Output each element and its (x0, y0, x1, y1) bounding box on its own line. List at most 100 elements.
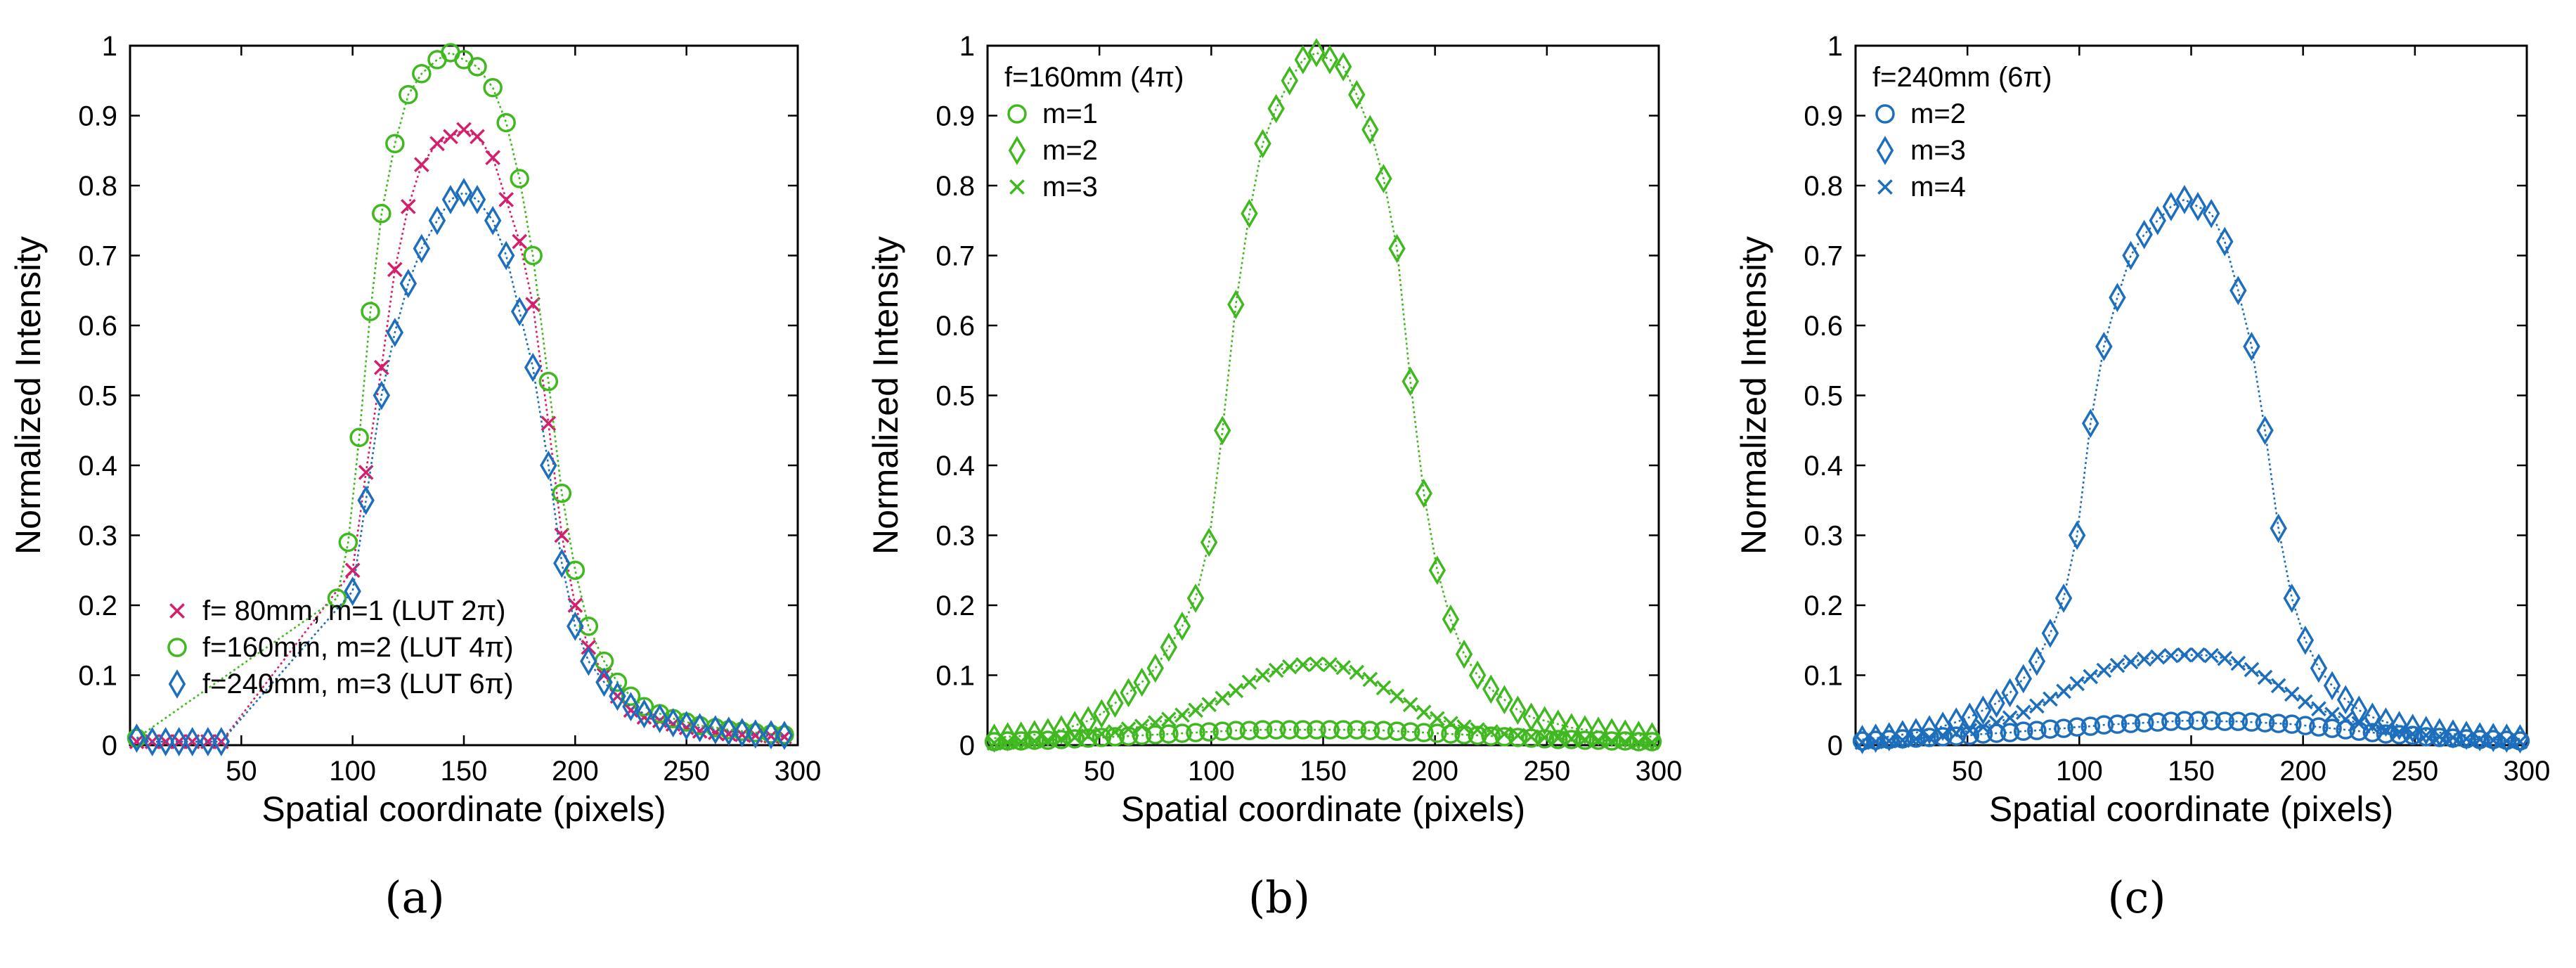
data-point (1293, 720, 1313, 740)
y-tick-label: 1 (959, 31, 975, 62)
data-point (157, 727, 174, 756)
data-point (1483, 724, 1499, 740)
legend-entry: m=3 (1042, 172, 1098, 202)
data-point (2175, 185, 2194, 214)
data-point (2217, 650, 2233, 666)
data-point (2080, 716, 2100, 736)
data-point (2296, 625, 2315, 655)
data-point (1361, 115, 1379, 145)
data-point (2149, 205, 2166, 235)
series-line (136, 191, 785, 743)
data-point (399, 84, 418, 105)
data-point (553, 548, 571, 579)
y-tick-label: 0.7 (936, 241, 975, 272)
x-tick-label: 150 (441, 756, 488, 787)
data-point (1402, 366, 1419, 396)
data-point (1174, 707, 1190, 723)
data-point (1025, 720, 1044, 749)
data-point (523, 245, 543, 266)
data-point (1134, 718, 1150, 734)
data-point (1400, 722, 1420, 742)
data-point (2283, 583, 2300, 613)
data-point (1239, 721, 1260, 740)
data-point (2028, 646, 2046, 676)
data-point (1962, 723, 1978, 738)
data-point (1065, 729, 1085, 749)
x-tick-label: 300 (1636, 756, 1683, 787)
y-tick-label: 0.7 (78, 241, 117, 272)
data-point (2338, 711, 2353, 728)
legend-entry: f=160mm, m=2 (LUT 4π) (202, 632, 514, 663)
data-point (1227, 290, 1245, 320)
legend-entry: m=2 (1910, 98, 1966, 129)
data-point (1226, 721, 1246, 740)
data-point (1161, 711, 1177, 728)
data-point (1146, 653, 1164, 683)
data-point (2511, 724, 2529, 754)
data-point (634, 697, 654, 717)
data-point (327, 588, 347, 608)
data-point (541, 415, 557, 432)
data-point (2391, 724, 2407, 740)
y-axis-title: Normalized Intensity (8, 236, 48, 555)
data-point (2203, 647, 2219, 664)
data-point (1644, 735, 1660, 750)
data-point (510, 297, 529, 326)
data-point (2014, 664, 2032, 694)
data-point (1013, 734, 1029, 749)
data-point (2161, 711, 2181, 731)
data-point (2175, 711, 2194, 730)
y-tick-label: 0 (959, 730, 975, 761)
y-tick-label: 0.8 (1804, 171, 1843, 202)
data-point (1880, 722, 1898, 751)
data-point (1894, 720, 1912, 749)
data-point (1988, 688, 2005, 718)
data-point (746, 719, 765, 749)
data-point (691, 713, 708, 742)
data-point (1241, 198, 1258, 228)
data-point (2230, 655, 2246, 671)
panel-label: (a) (384, 872, 444, 923)
data-point (762, 720, 780, 749)
data-point (510, 169, 529, 188)
data-point (2444, 719, 2462, 749)
data-point (1988, 715, 2005, 730)
series-line (994, 51, 1652, 740)
data-point (1373, 721, 1394, 740)
y-tick-label: 0.9 (78, 101, 117, 132)
series-f-160mm-m-2-lut-4- (127, 43, 794, 748)
data-point (2241, 712, 2262, 732)
data-point (1523, 729, 1539, 744)
data-point (1159, 724, 1179, 744)
data-point (565, 560, 585, 580)
data-point (1414, 723, 1434, 742)
x-tick-label: 200 (552, 756, 599, 787)
data-point (2123, 654, 2139, 670)
data-point (1199, 722, 1219, 742)
data-point (1188, 702, 1203, 718)
data-point (1254, 129, 1271, 159)
series-line (1862, 719, 2520, 742)
legend-marker (1009, 179, 1025, 195)
data-point (1200, 527, 1218, 557)
data-point (1536, 706, 1553, 736)
data-point (2215, 711, 2234, 731)
data-point (524, 352, 542, 382)
data-point (484, 205, 502, 235)
data-point (2418, 728, 2434, 743)
data-point (1549, 709, 1567, 740)
data-point (1012, 721, 1030, 751)
data-point (2201, 711, 2221, 730)
x-tick-label: 100 (2056, 756, 2103, 787)
data-point (2485, 733, 2501, 748)
data-point (1080, 728, 1096, 744)
data-point (2190, 647, 2206, 663)
data-point (1120, 721, 1137, 737)
data-point (1160, 632, 1178, 662)
data-point (1575, 730, 1595, 750)
data-point (2149, 649, 2166, 665)
data-point (999, 722, 1016, 751)
y-tick-label: 0.2 (78, 591, 117, 621)
